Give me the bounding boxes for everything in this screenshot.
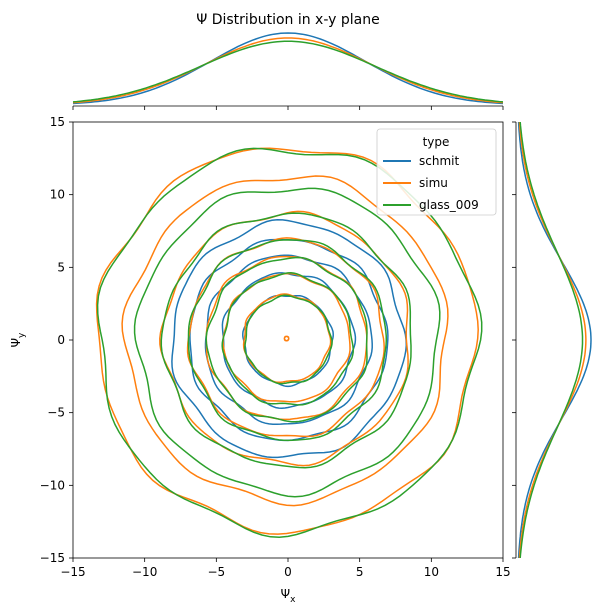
x-tick-label: −10 <box>132 565 157 579</box>
contour-glass_009-1 <box>221 271 354 406</box>
y-tick-label: −10 <box>40 478 65 492</box>
legend-label-glass_009: glass_009 <box>419 198 479 212</box>
contour-glass_009-0 <box>244 294 333 385</box>
x-axis-label: Ψx <box>281 587 296 605</box>
top-marginal-simu <box>72 37 504 104</box>
contour-simu-6 <box>121 175 449 507</box>
x-tick-label: 10 <box>424 565 439 579</box>
legend-box <box>376 128 497 216</box>
contour-glass_009-2 <box>205 256 368 423</box>
y-tick-label: 15 <box>50 115 65 129</box>
legend-label-schmit: schmit <box>419 154 459 168</box>
chart-title: Ψ Distribution in x-y plane <box>196 12 379 28</box>
right-marginal-axes <box>512 121 592 559</box>
top-marginal-glass_009 <box>72 40 504 103</box>
legend-title: type <box>423 135 450 149</box>
x-tick-label: 0 <box>284 565 292 579</box>
y-tick-label: 0 <box>57 333 65 347</box>
contour-simu-0 <box>283 335 290 342</box>
x-tick-label: 15 <box>495 565 510 579</box>
right-marginal-simu <box>518 121 587 559</box>
y-tick-label: −15 <box>40 551 65 565</box>
top-marginal-axes <box>72 32 504 110</box>
y-axis-label: Ψy <box>9 332 27 347</box>
right-marginal-schmit <box>517 121 592 559</box>
y-tick-label: −5 <box>47 406 65 420</box>
contour-glass_009-5 <box>133 187 441 498</box>
contour-glass_009-4 <box>160 212 412 469</box>
contour-glass_009-3 <box>187 239 388 442</box>
legend: type schmit simu glass_009 <box>376 128 497 216</box>
x-tick-label: −5 <box>207 565 225 579</box>
main-axes: −15 −10 −5 0 5 10 15 −15 −10 −5 0 5 10 15 <box>40 115 511 579</box>
x-tick-label: −15 <box>60 565 85 579</box>
y-tick-label: 10 <box>50 188 65 202</box>
top-marginal-schmit <box>72 32 504 105</box>
right-marginal-glass_009 <box>519 121 584 559</box>
y-tick-label: 5 <box>57 260 65 274</box>
contour-simu-5 <box>159 210 409 467</box>
legend-label-simu: simu <box>419 176 448 190</box>
contour-simu-1 <box>242 293 332 384</box>
x-tick-label: 5 <box>356 565 364 579</box>
